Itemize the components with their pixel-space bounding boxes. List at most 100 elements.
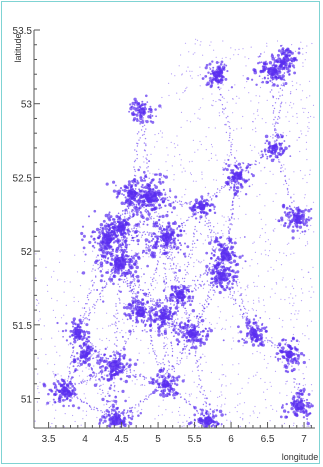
data-point [288,242,290,244]
data-point [121,329,123,332]
data-point [264,381,266,383]
data-point [228,268,231,272]
data-point [86,296,89,299]
data-point [129,421,133,426]
data-point [242,48,244,50]
data-point [199,363,202,365]
data-point [107,242,110,245]
data-point [125,229,127,231]
data-point [142,256,144,258]
data-point [288,184,290,186]
data-point [100,393,102,396]
data-point [193,262,195,264]
data-point [122,251,124,253]
data-point [300,300,303,302]
data-point [144,325,147,328]
data-point [211,60,214,63]
data-point [133,183,135,185]
data-point [125,185,128,189]
data-point [55,409,57,411]
data-point [197,322,199,324]
data-point [305,401,308,404]
data-point [140,339,142,341]
data-point [248,319,251,322]
data-point [122,356,126,359]
data-point [205,251,209,255]
data-point [54,390,57,394]
data-point [301,133,303,135]
data-point [130,112,134,115]
data-point [173,262,175,265]
data-point [117,218,119,220]
data-point [292,297,294,299]
data-point [299,351,304,356]
data-point [265,224,267,226]
data-point [186,202,188,204]
data-point [159,204,161,207]
data-point [110,281,112,283]
data-point [245,294,247,296]
data-point [119,286,121,288]
data-point [265,139,269,143]
data-point [63,426,65,428]
data-point [142,117,144,119]
data-point [267,74,269,77]
data-point [225,277,229,281]
data-point [249,335,253,339]
data-point [168,224,171,228]
data-point [300,392,304,397]
data-point [155,386,158,388]
data-point [251,149,253,152]
data-point [170,279,172,282]
data-point [163,279,165,281]
data-point [167,322,170,324]
data-point [85,323,89,327]
data-point [124,258,127,260]
data-point [132,279,134,281]
data-point [103,237,105,239]
data-point [308,121,310,124]
data-point [159,231,162,233]
data-point [109,425,112,428]
data-point [233,274,237,279]
data-point [247,332,250,334]
data-point [240,127,242,129]
data-point [121,246,123,249]
data-point [213,179,215,181]
data-point [110,412,113,415]
data-point [224,77,228,81]
data-point [139,116,143,121]
data-point [207,414,210,417]
data-point [135,274,140,279]
data-point [102,257,105,259]
data-point [280,218,284,222]
data-point [171,222,175,225]
data-point [92,264,94,266]
data-point [179,233,183,237]
data-point [106,242,108,244]
data-point [290,357,293,360]
data-point [145,174,147,176]
data-point [62,404,65,408]
data-point [196,386,198,388]
data-point [162,252,164,254]
data-point [128,358,132,362]
data-point [308,338,310,340]
data-point [114,321,117,323]
data-point [167,257,169,259]
data-point [130,188,132,190]
data-point [121,241,123,243]
data-point [96,299,99,301]
data-point [128,306,133,310]
data-point [88,313,90,315]
data-point [140,212,142,214]
data-point [256,110,258,112]
data-point [266,45,268,47]
data-point [237,53,239,56]
data-point [85,367,87,369]
data-point [120,244,123,247]
data-point [109,245,111,247]
data-point [302,409,305,412]
data-point [267,142,271,146]
data-point [234,263,238,267]
